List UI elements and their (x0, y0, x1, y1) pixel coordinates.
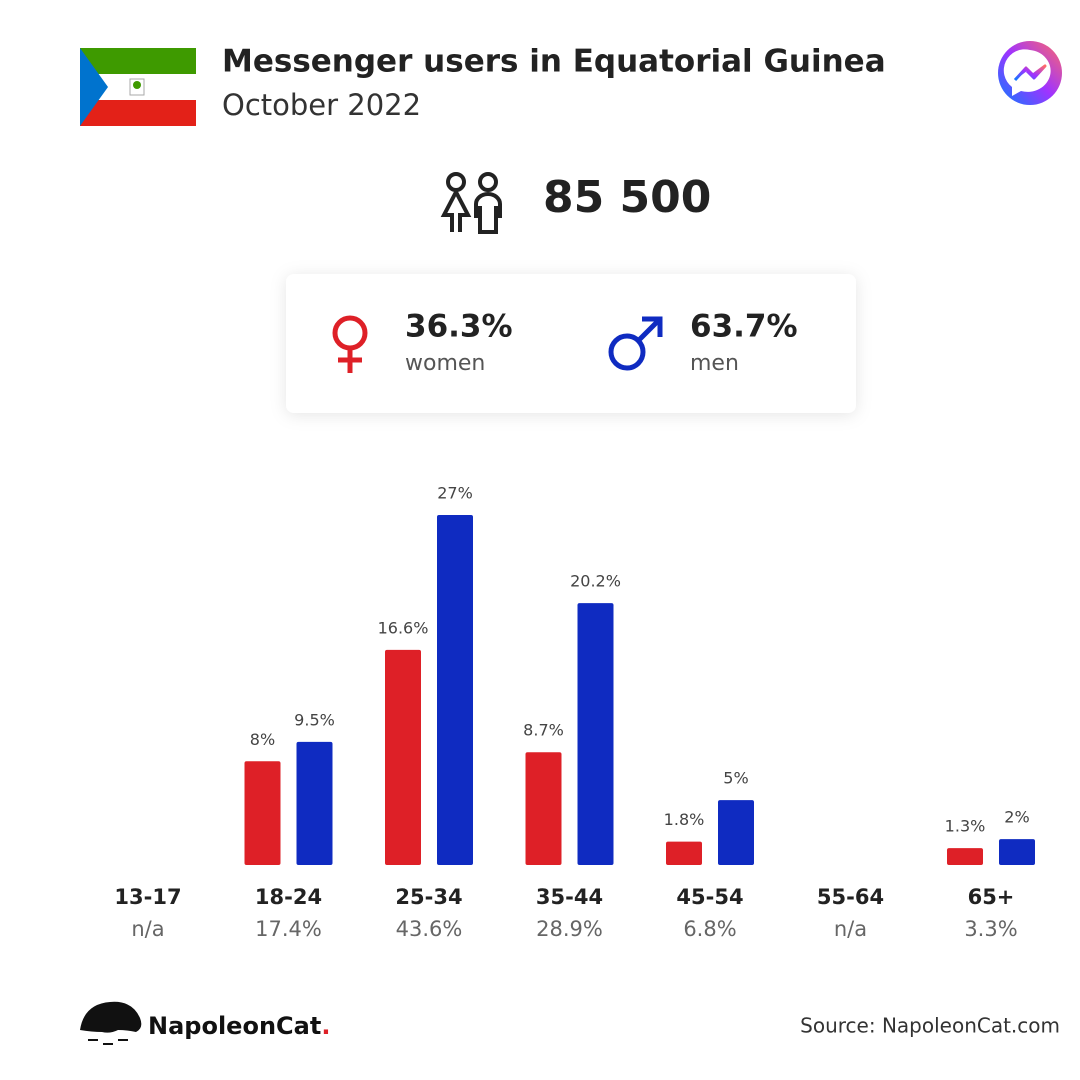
subtitle: October 2022 (222, 88, 421, 122)
value-label: 8.7% (523, 721, 564, 740)
bar (296, 741, 333, 865)
women-share: 36.3% (405, 309, 513, 345)
category-total: 6.8% (683, 917, 736, 941)
gender-card (286, 274, 856, 413)
men-share: 63.7% (690, 309, 798, 345)
value-label: 5% (723, 769, 748, 788)
brand: NapoleonCat. (148, 1012, 330, 1040)
category-label: 18-24 (255, 885, 322, 909)
brand-dot: . (321, 1012, 330, 1040)
users-icon (440, 172, 502, 234)
value-label: 1.8% (664, 810, 705, 829)
value-label: 2% (1004, 808, 1029, 827)
bar (577, 603, 614, 865)
title: Messenger users in Equatorial Guinea (222, 44, 886, 80)
brand-name: NapoleonCat (148, 1012, 321, 1040)
bar (718, 800, 754, 865)
bar (525, 752, 562, 865)
category-label: 35-44 (536, 885, 603, 909)
value-label: 9.5% (294, 710, 335, 729)
category-label: 45-54 (676, 885, 743, 909)
bar-chart: 13-17 n/a 18-24 17.4% 8% 9.5% 25-34 43.6% 16.6% 2… (114, 484, 1035, 941)
messenger-logo (998, 41, 1062, 105)
value-label: 20.2% (570, 572, 621, 591)
bar (666, 841, 702, 865)
women-label: women (405, 351, 485, 376)
bar (385, 649, 421, 865)
flag (80, 48, 196, 126)
source: Source: NapoleonCat.com (800, 1014, 1060, 1038)
brand-logo (80, 1001, 142, 1045)
female-icon (332, 315, 368, 373)
category-total: n/a (131, 917, 164, 941)
value-label: 1.3% (945, 817, 986, 836)
category-total: n/a (834, 917, 867, 941)
value-label: 27% (437, 484, 473, 503)
category-total: 3.3% (964, 917, 1017, 941)
bar (437, 515, 473, 865)
category-label: 13-17 (114, 885, 181, 909)
men-label: men (690, 351, 739, 376)
value-label: 8% (250, 730, 275, 749)
total-users: 85 500 (543, 172, 711, 223)
value-label: 16.6% (378, 618, 429, 637)
category-label: 55-64 (817, 885, 884, 909)
category-total: 43.6% (396, 917, 463, 941)
category-total: 17.4% (255, 917, 322, 941)
bar (999, 839, 1035, 865)
male-icon (608, 316, 663, 371)
category-label: 65+ (968, 885, 1015, 909)
bar (244, 761, 281, 865)
category-total: 28.9% (536, 917, 603, 941)
category-label: 25-34 (395, 885, 462, 909)
bar (947, 848, 983, 865)
